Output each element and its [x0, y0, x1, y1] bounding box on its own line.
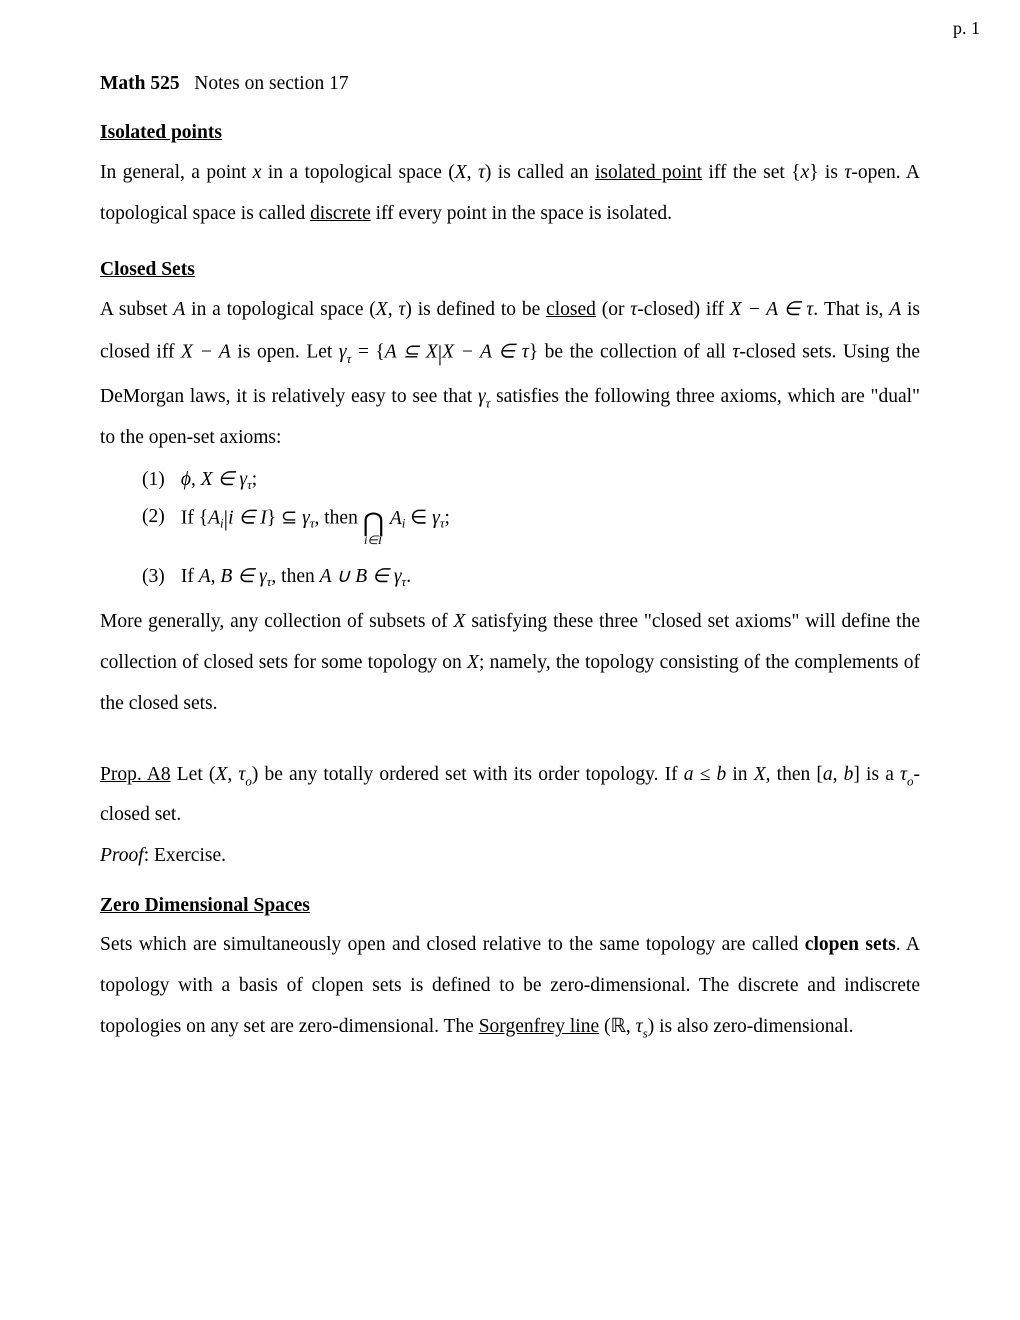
prop-label: Prop. A8 — [100, 764, 171, 785]
page-number: p. 1 — [953, 18, 980, 39]
proof-line: Proof: Exercise. — [100, 842, 920, 869]
section-isolated-title: Isolated points — [100, 119, 920, 146]
notes-label: Notes on section 17 — [194, 73, 348, 94]
isolated-paragraph: In general, a point x in a topological s… — [100, 153, 920, 235]
closed-paragraph-1: A subset A in a topological space (X, τ)… — [100, 290, 920, 459]
section-zerodim-title: Zero Dimensional Spaces — [100, 892, 920, 919]
axiom-3: (3) If A, B ∈ γτ, then A ∪ B ∈ γτ. — [142, 562, 920, 591]
course-code: Math 525 — [100, 73, 180, 94]
proposition-a8: Prop. A8 Let (X, τo) be any totally orde… — [100, 755, 920, 837]
zerodim-paragraph: Sets which are simultaneously open and c… — [100, 925, 920, 1048]
closed-paragraph-2: More generally, any collection of subset… — [100, 602, 920, 725]
section-closed-title: Closed Sets — [100, 256, 920, 283]
proof-label: Proof — [100, 845, 144, 866]
axiom-2: (2) If {Ai | i ∈ I} ⊆ γτ, then ⋂i∈IAi ∈ … — [142, 502, 920, 542]
axiom-1: (1) ϕ, X ∈ γτ; — [142, 465, 920, 494]
document-header: Math 525 Notes on section 17 — [100, 70, 920, 97]
axiom-list: (1) ϕ, X ∈ γτ; (2) If {Ai | i ∈ I} ⊆ γτ,… — [142, 465, 920, 592]
document-content: Math 525 Notes on section 17 Isolated po… — [0, 0, 1020, 1048]
